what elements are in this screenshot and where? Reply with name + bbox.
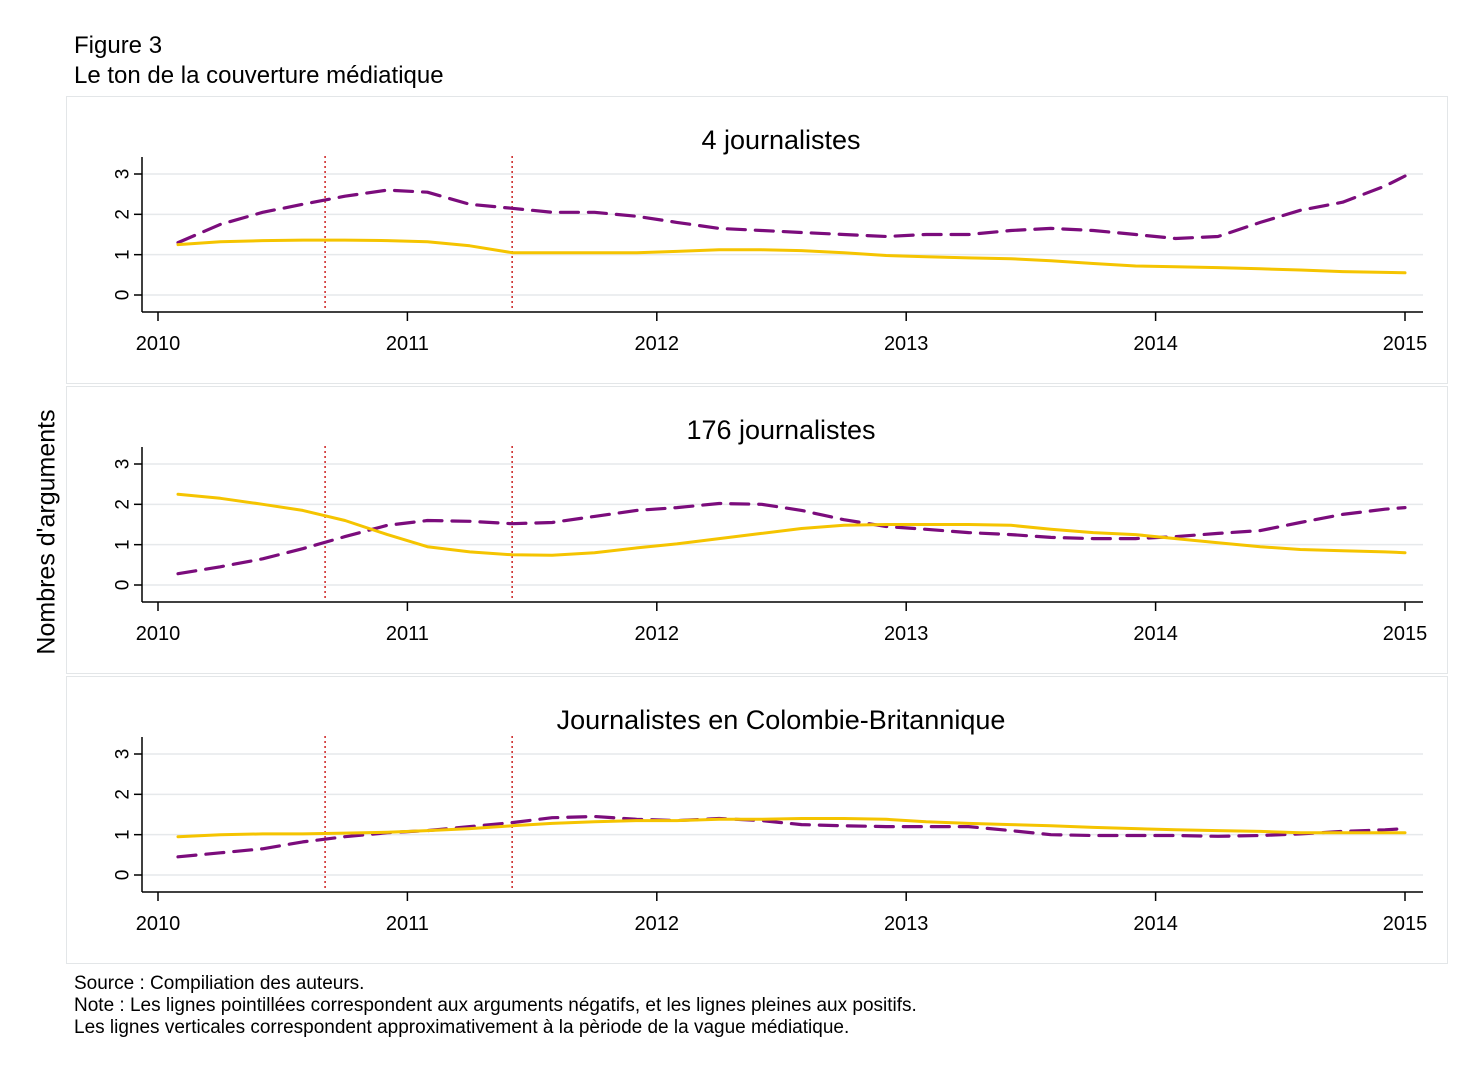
positive-arguments-line xyxy=(176,492,1407,557)
chart-4-journalistes: 4 journalistes 0 1 2 3 2010 2011 2012 2013 2014 20… xyxy=(113,125,1428,355)
y-tick-label: 1 xyxy=(113,829,134,840)
negative-arguments-line xyxy=(176,174,1407,245)
x-tick-label: 2014 xyxy=(1133,333,1178,355)
x-tick-label: 2010 xyxy=(136,913,181,935)
panel-colombie-britannique: Journalistes en Colombie-Britannique 0 1 2 3… xyxy=(66,676,1448,964)
y-axis-label: Nombres d'arguments xyxy=(32,409,61,655)
y-tick-label: 1 xyxy=(113,249,134,260)
x-tick-label: 2015 xyxy=(1383,333,1428,355)
x-tick-label: 2014 xyxy=(1133,913,1178,935)
chart-176-journalistes: 176 journalistes 0 1 2 3 2010 2011 2012 2013 2014… xyxy=(113,415,1428,645)
panel-4-journalistes: 4 journalistes 0 1 2 3 2010 2011 2012 2013 2014 20… xyxy=(66,96,1448,384)
x-tick-label: 2011 xyxy=(386,623,429,645)
x-tick-label: 2012 xyxy=(635,333,680,355)
x-tick-label: 2013 xyxy=(884,913,929,935)
negative-arguments-line xyxy=(176,814,1407,859)
figure-notes: Source : Compiliation des auteurs. Note … xyxy=(74,973,917,1039)
y-tick-label: 3 xyxy=(113,749,134,760)
y-tick-label: 0 xyxy=(113,290,134,301)
y-tick-label: 2 xyxy=(113,499,134,510)
x-tick-label: 2015 xyxy=(1383,623,1428,645)
panel-176-journalistes: 176 journalistes 0 1 2 3 2010 2011 2012 2013 2014… xyxy=(66,386,1448,674)
positive-arguments-line xyxy=(176,238,1407,275)
x-tick-label: 2011 xyxy=(386,913,429,935)
chart-colombie-britannique: Journalistes en Colombie-Britannique 0 1 2 3… xyxy=(113,705,1428,935)
y-tick-label: 1 xyxy=(113,539,134,550)
figure-title: Le ton de la couverture médiatique xyxy=(74,62,444,89)
x-tick-label: 2012 xyxy=(635,913,680,935)
x-tick-label: 2014 xyxy=(1133,623,1178,645)
chart-title: 4 journalistes xyxy=(701,125,860,155)
y-tick-label: 3 xyxy=(113,459,134,470)
x-tick-label: 2015 xyxy=(1383,913,1428,935)
source-note: Source : Compiliation des auteurs. xyxy=(74,973,365,994)
positive-arguments-line xyxy=(176,817,1407,839)
chart-title: 176 journalistes xyxy=(686,415,875,445)
chart-title: Journalistes en Colombie-Britannique xyxy=(557,705,1006,735)
y-tick-label: 3 xyxy=(113,169,134,180)
y-tick-label: 0 xyxy=(113,580,134,591)
x-tick-label: 2013 xyxy=(884,333,929,355)
x-tick-label: 2013 xyxy=(884,623,929,645)
x-tick-label: 2010 xyxy=(136,623,181,645)
x-tick-label: 2011 xyxy=(386,333,429,355)
y-tick-label: 2 xyxy=(113,209,134,220)
lines-note: Note : Les lignes pointillées correspond… xyxy=(74,995,917,1016)
y-tick-label: 2 xyxy=(113,789,134,800)
negative-arguments-line xyxy=(176,501,1407,576)
figure-heading: Figure 3 Le ton de la couverture médiati… xyxy=(74,31,444,91)
vertical-lines-note: Les lignes verticales correspondent appr… xyxy=(74,1017,850,1038)
x-tick-label: 2012 xyxy=(635,623,680,645)
figure-label: Figure 3 xyxy=(74,32,163,59)
y-tick-label: 0 xyxy=(113,870,134,881)
x-tick-label: 2010 xyxy=(136,333,181,355)
